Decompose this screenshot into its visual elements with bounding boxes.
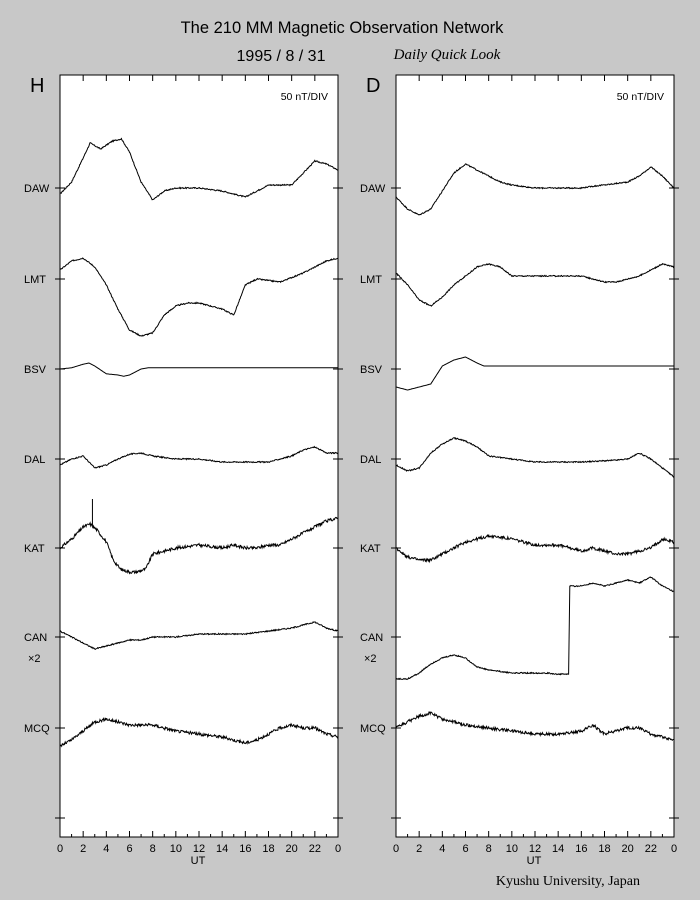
station-label-can: CAN <box>360 632 383 644</box>
station-label-mcq: MCQ <box>24 723 50 735</box>
station-label-can: CAN <box>24 632 47 644</box>
x-axis-label: UT <box>191 855 206 867</box>
x-tick-label: 0 <box>57 843 63 855</box>
scale-note: 50 nT/DIV <box>281 91 328 103</box>
series-line-dal <box>395 436 675 478</box>
x-tick-label: 2 <box>416 843 422 855</box>
station-note: ×2 <box>28 653 41 665</box>
series-line-can <box>395 576 675 681</box>
x-tick-label: 18 <box>262 843 274 855</box>
station-label-daw: DAW <box>360 183 386 195</box>
panel-label: D <box>366 75 380 97</box>
station-label-daw: DAW <box>24 183 50 195</box>
panel-h: H 50 nT/DIV DAW LMT BSV DAL KAT CAN ×2 MCQ 0 2 4 6 8 10… <box>24 74 343 867</box>
series-line-kat <box>59 516 339 575</box>
x-tick-label: 0 <box>671 843 677 855</box>
plot-title: The 210 MM Magnetic Observation Network <box>181 19 505 37</box>
station-label-bsv: BSV <box>24 364 47 376</box>
plot-date: 1995 / 8 / 31 <box>237 48 326 65</box>
station-label-mcq: MCQ <box>360 723 386 735</box>
station-note: ×2 <box>364 653 377 665</box>
station-label-lmt: LMT <box>360 274 382 286</box>
x-tick-label: 14 <box>552 843 564 855</box>
x-tick-label: 8 <box>150 843 156 855</box>
x-tick-label: 10 <box>506 843 518 855</box>
x-tick-label: 4 <box>439 843 445 855</box>
series-line-kat <box>395 534 675 564</box>
series-line-mcq <box>395 711 675 742</box>
station-label-kat: KAT <box>24 543 45 555</box>
x-tick-label: 6 <box>126 843 132 855</box>
plot-subtitle: Daily Quick Look <box>393 47 501 63</box>
panel-label: H <box>30 75 44 97</box>
series-line-lmt <box>395 262 675 307</box>
station-label-lmt: LMT <box>24 274 46 286</box>
x-tick-label: 12 <box>529 843 541 855</box>
series-line-dal <box>59 445 339 469</box>
station-label-bsv: BSV <box>360 364 383 376</box>
x-tick-label: 20 <box>622 843 634 855</box>
station-label-dal: DAL <box>24 454 45 466</box>
x-tick-label: 12 <box>193 843 205 855</box>
series-line-lmt <box>59 257 339 337</box>
station-label-kat: KAT <box>360 543 381 555</box>
series-line-daw <box>395 163 675 216</box>
panel-d: D 50 nT/DIV DAW LMT BSV DAL KAT CAN ×2 MCQ 0 2 4 6 8 10… <box>360 74 679 867</box>
x-tick-label: 20 <box>286 843 298 855</box>
x-tick-label: 16 <box>239 843 251 855</box>
x-tick-label: 22 <box>645 843 657 855</box>
series-line-bsv <box>395 356 674 391</box>
x-tick-label: 4 <box>103 843 109 855</box>
series-line-bsv <box>59 362 338 377</box>
series-line-can <box>59 621 338 651</box>
credit-text: Kyushu University, Japan <box>496 874 640 889</box>
scale-note: 50 nT/DIV <box>617 91 664 103</box>
x-tick-label: 2 <box>80 843 86 855</box>
x-tick-label: 16 <box>575 843 587 855</box>
series-line-mcq <box>59 717 339 748</box>
x-tick-label: 10 <box>170 843 182 855</box>
x-tick-label: 0 <box>393 843 399 855</box>
x-tick-label: 18 <box>598 843 610 855</box>
x-tick-label: 22 <box>309 843 321 855</box>
station-label-dal: DAL <box>360 454 381 466</box>
x-tick-label: 14 <box>216 843 228 855</box>
x-tick-label: 8 <box>486 843 492 855</box>
x-tick-label: 6 <box>462 843 468 855</box>
x-tick-label: 0 <box>335 843 341 855</box>
series-line-daw <box>59 137 339 201</box>
x-axis-label: UT <box>527 855 542 867</box>
